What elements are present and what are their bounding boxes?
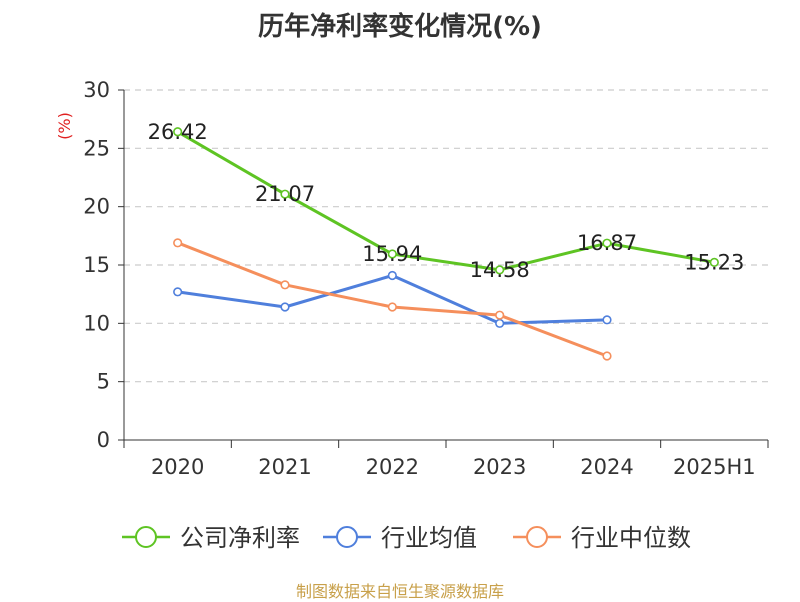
series-1-point-2021 xyxy=(280,302,290,312)
x-tick-label-2024: 2024 xyxy=(580,455,633,479)
source-note: 制图数据来自恒生聚源数据库 xyxy=(295,582,504,601)
y-tick-label-0: 0 xyxy=(97,428,110,452)
legend-label-1: 行业均值 xyxy=(381,524,477,552)
series-1-point-2020 xyxy=(173,287,183,297)
y-tick-label-30: 30 xyxy=(83,78,110,102)
chart-title: 历年净利率变化情况(%) xyxy=(258,12,542,42)
data-label-2022: 15.94 xyxy=(362,242,422,266)
x-tick-label-2023: 2023 xyxy=(473,455,526,479)
series-0-point-2024 xyxy=(602,238,612,248)
x-tick-label-2025H1: 2025H1 xyxy=(673,455,756,479)
legend-swatch-marker-2 xyxy=(526,526,548,548)
data-label-2024: 16.87 xyxy=(577,231,637,255)
series-0-point-2021 xyxy=(280,189,290,199)
series-1-point-2024 xyxy=(602,315,612,325)
y-axis-label: (%) xyxy=(55,112,74,140)
series-0-point-2020 xyxy=(173,127,183,137)
y-tick-label-20: 20 xyxy=(83,195,110,219)
grid-lines xyxy=(124,89,768,383)
data-labels: 26.42 21.07 15.94 14.58 16.87 15.23 xyxy=(148,120,745,282)
y-tick-label-10: 10 xyxy=(83,311,110,335)
series-2-point-2020 xyxy=(173,238,183,248)
axes: 0 5 10 15 20 25 30 2020 2021 2022 2023 2024 2025H1 xyxy=(83,78,769,479)
legend-swatch-marker-1 xyxy=(336,526,358,548)
legend-swatch-marker-0 xyxy=(135,526,157,548)
series-line-1 xyxy=(177,274,608,325)
data-label-2025H1: 15.23 xyxy=(684,250,744,274)
series-2-point-2023 xyxy=(495,310,505,320)
y-tick-label-5: 5 xyxy=(97,370,110,394)
series-2-point-2022 xyxy=(387,302,397,312)
series-0-point-2025H1 xyxy=(709,257,719,267)
legend-label-0: 公司净利率 xyxy=(180,524,300,552)
legend-label-2: 行业中位数 xyxy=(571,524,691,552)
x-tick-label-2021: 2021 xyxy=(258,455,311,479)
legend: 公司净利率 行业均值 行业中位数 xyxy=(122,524,691,552)
series-2-point-2024 xyxy=(602,351,612,361)
series-1-point-2023 xyxy=(495,318,505,328)
series-0-point-2023 xyxy=(495,265,505,275)
series-0-point-2022 xyxy=(387,249,397,259)
y-tick-label-15: 15 xyxy=(83,253,110,277)
data-label-2020: 26.42 xyxy=(148,120,208,144)
x-tick-label-2020: 2020 xyxy=(151,455,204,479)
series xyxy=(173,127,719,361)
data-label-2021: 21.07 xyxy=(255,182,315,206)
series-line-0 xyxy=(176,130,715,272)
x-tick-label-2022: 2022 xyxy=(366,455,419,479)
y-tick-label-25: 25 xyxy=(83,136,110,160)
series-2-point-2021 xyxy=(280,280,290,290)
data-label-2023: 14.58 xyxy=(470,258,530,282)
series-1-point-2022 xyxy=(387,270,397,281)
